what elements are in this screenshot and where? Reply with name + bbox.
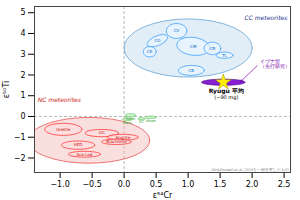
svg-text:CC meteorites: CC meteorites bbox=[244, 14, 287, 21]
svg-text:3: 3 bbox=[20, 50, 25, 59]
svg-text:ε⁵⁴Cr: ε⁵⁴Cr bbox=[153, 191, 173, 200]
svg-text:OC: OC bbox=[99, 130, 105, 135]
svg-text:Earth: Earth bbox=[125, 117, 136, 122]
svg-text:2.5: 2.5 bbox=[278, 180, 291, 189]
svg-text:2.0: 2.0 bbox=[246, 180, 259, 189]
svg-text:4: 4 bbox=[20, 29, 25, 38]
svg-text:CM: CM bbox=[190, 44, 197, 49]
svg-text:0: 0 bbox=[20, 112, 25, 121]
svg-text:5: 5 bbox=[20, 8, 25, 17]
svg-text:Ureilite: Ureilite bbox=[56, 127, 71, 132]
svg-text:Ryugu 平均: Ryugu 平均 bbox=[208, 86, 244, 94]
svg-text:CV: CV bbox=[174, 28, 180, 33]
svg-text:CK: CK bbox=[147, 49, 153, 54]
svg-text:EC: EC bbox=[139, 120, 144, 124]
svg-text:イヴナ型（先行研究）: イヴナ型（先行研究） bbox=[260, 58, 290, 69]
svg-text:1.5: 1.5 bbox=[214, 180, 227, 189]
svg-text:−2: −2 bbox=[14, 154, 26, 163]
svg-text:1.0: 1.0 bbox=[182, 180, 195, 189]
svg-text:−1.0: −1.0 bbox=[50, 180, 69, 189]
svg-text:TL: TL bbox=[221, 53, 227, 58]
svg-text:ε⁵⁰Ti: ε⁵⁰Ti bbox=[2, 81, 11, 99]
svg-text:CO: CO bbox=[154, 38, 160, 43]
svg-text:0.0: 0.0 bbox=[118, 180, 131, 189]
svg-text:0.5: 0.5 bbox=[150, 180, 163, 189]
svg-text:1: 1 bbox=[20, 91, 25, 100]
svg-text:HED: HED bbox=[74, 142, 83, 147]
svg-text:Aca-Lod: Aca-Lod bbox=[76, 152, 92, 157]
svg-text:Brachinite: Brachinite bbox=[106, 139, 127, 144]
svg-text:−1: −1 bbox=[14, 133, 26, 142]
svg-text:Qin&Norwell et al.,2015を一部改変した: Qin&Norwell et al.,2015を一部改変したもの bbox=[211, 167, 289, 172]
svg-text:Mars: Mars bbox=[123, 121, 132, 125]
svg-text:CB: CB bbox=[189, 68, 195, 73]
svg-text:Angrite: Angrite bbox=[115, 134, 131, 140]
svg-text:(~90 mg): (~90 mg) bbox=[214, 94, 238, 101]
svg-text:−0.5: −0.5 bbox=[82, 180, 101, 189]
svg-text:NC meteorites: NC meteorites bbox=[38, 96, 81, 103]
svg-text:CR: CR bbox=[210, 46, 216, 51]
svg-text:Moon: Moon bbox=[146, 119, 156, 123]
svg-text:2: 2 bbox=[20, 71, 25, 80]
